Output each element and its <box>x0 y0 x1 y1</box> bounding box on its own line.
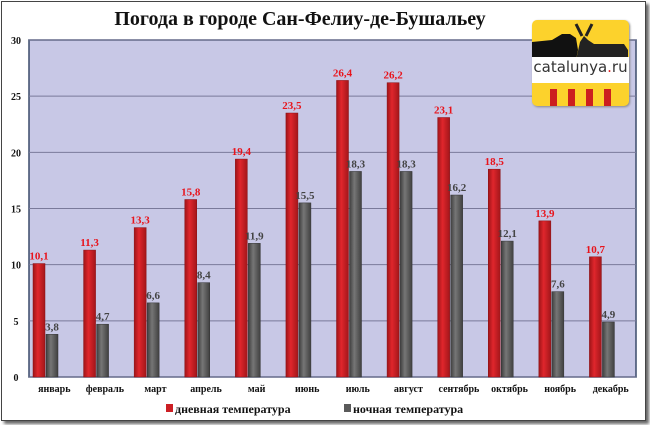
day-bar <box>488 168 501 378</box>
night-bar <box>298 202 312 378</box>
night-value-label: 15,5 <box>295 190 315 202</box>
x-tick-label: апрель <box>190 384 222 395</box>
day-bar <box>336 80 349 378</box>
y-tick-label: 20 <box>11 148 21 159</box>
day-bar <box>133 227 147 378</box>
day-value-label: 23,5 <box>282 100 302 112</box>
night-value-label: 4,9 <box>602 309 616 321</box>
day-value-label: 19,4 <box>232 146 252 158</box>
x-tick-label: февраль <box>86 384 125 395</box>
day-value-label: 13,3 <box>131 215 151 227</box>
night-value-label: 6,6 <box>146 290 160 302</box>
night-bar <box>349 171 362 378</box>
y-tick-label: 10 <box>11 261 21 272</box>
day-value-label: 10,7 <box>586 244 606 256</box>
night-value-label: 18,3 <box>346 158 366 170</box>
night-bar <box>551 291 565 378</box>
y-tick-label: 25 <box>11 92 21 103</box>
night-value-label: 7,6 <box>551 279 565 291</box>
night-bar <box>399 171 413 378</box>
night-bar <box>501 240 514 378</box>
day-bar <box>538 220 552 378</box>
x-tick-label: январь <box>38 384 71 395</box>
x-tick-label: сентябрь <box>439 384 481 395</box>
day-bar <box>386 82 400 378</box>
y-tick-label: 15 <box>11 205 21 216</box>
catalunya-logo: catalunya.ru <box>532 20 629 106</box>
night-value-label: 3,8 <box>45 321 59 333</box>
day-value-label: 18,5 <box>485 156 505 168</box>
x-tick-label: май <box>248 384 266 395</box>
day-value-label: 26,4 <box>333 67 353 79</box>
x-tick-label: ноябрь <box>544 384 577 395</box>
night-bar <box>248 243 261 378</box>
night-bar <box>96 323 109 378</box>
legend-label: дневная температура <box>175 402 291 416</box>
day-value-label: 13,9 <box>535 208 555 220</box>
x-tick-label: октябрь <box>491 384 529 395</box>
x-tick-label: июль <box>346 384 371 395</box>
night-bar <box>146 302 160 378</box>
night-value-label: 16,2 <box>447 182 467 194</box>
day-value-label: 23,1 <box>434 105 453 117</box>
day-bar <box>32 263 46 378</box>
chart-title: Погода в городе Сан-Фелиу-де-Бушальеу <box>114 8 486 30</box>
legend-day-swatch <box>166 404 173 412</box>
night-bar <box>450 194 463 378</box>
animals-icon <box>532 23 628 60</box>
x-tick-label: декабрь <box>593 384 630 395</box>
night-value-label: 8,4 <box>197 270 211 282</box>
night-bar <box>602 321 615 378</box>
x-tick-label: август <box>394 384 423 395</box>
night-bar <box>197 282 210 378</box>
night-bar <box>45 334 59 378</box>
day-bar <box>589 256 602 378</box>
day-value-label: 15,8 <box>181 187 201 199</box>
day-bar <box>235 158 248 378</box>
y-tick-label: 30 <box>11 36 21 47</box>
night-value-label: 18,3 <box>396 158 416 170</box>
day-bar <box>83 249 96 378</box>
legend-label: ночная температура <box>353 402 463 416</box>
x-tick-label: июнь <box>295 384 320 395</box>
day-value-label: 26,2 <box>383 70 403 82</box>
day-bar <box>285 112 299 378</box>
y-tick-label: 5 <box>14 317 19 328</box>
legend-night-swatch <box>344 404 351 412</box>
x-tick-label: март <box>144 384 166 395</box>
day-bar <box>437 117 450 378</box>
day-bar <box>184 199 197 378</box>
y-tick-label: 0 <box>14 373 19 384</box>
night-value-label: 4,7 <box>96 311 110 323</box>
day-value-label: 11,3 <box>80 237 99 249</box>
logo-text: catalunya.ru <box>533 58 628 76</box>
night-value-label: 11,9 <box>245 230 264 242</box>
day-value-label: 10,1 <box>29 251 48 263</box>
night-value-label: 12,1 <box>498 228 517 240</box>
